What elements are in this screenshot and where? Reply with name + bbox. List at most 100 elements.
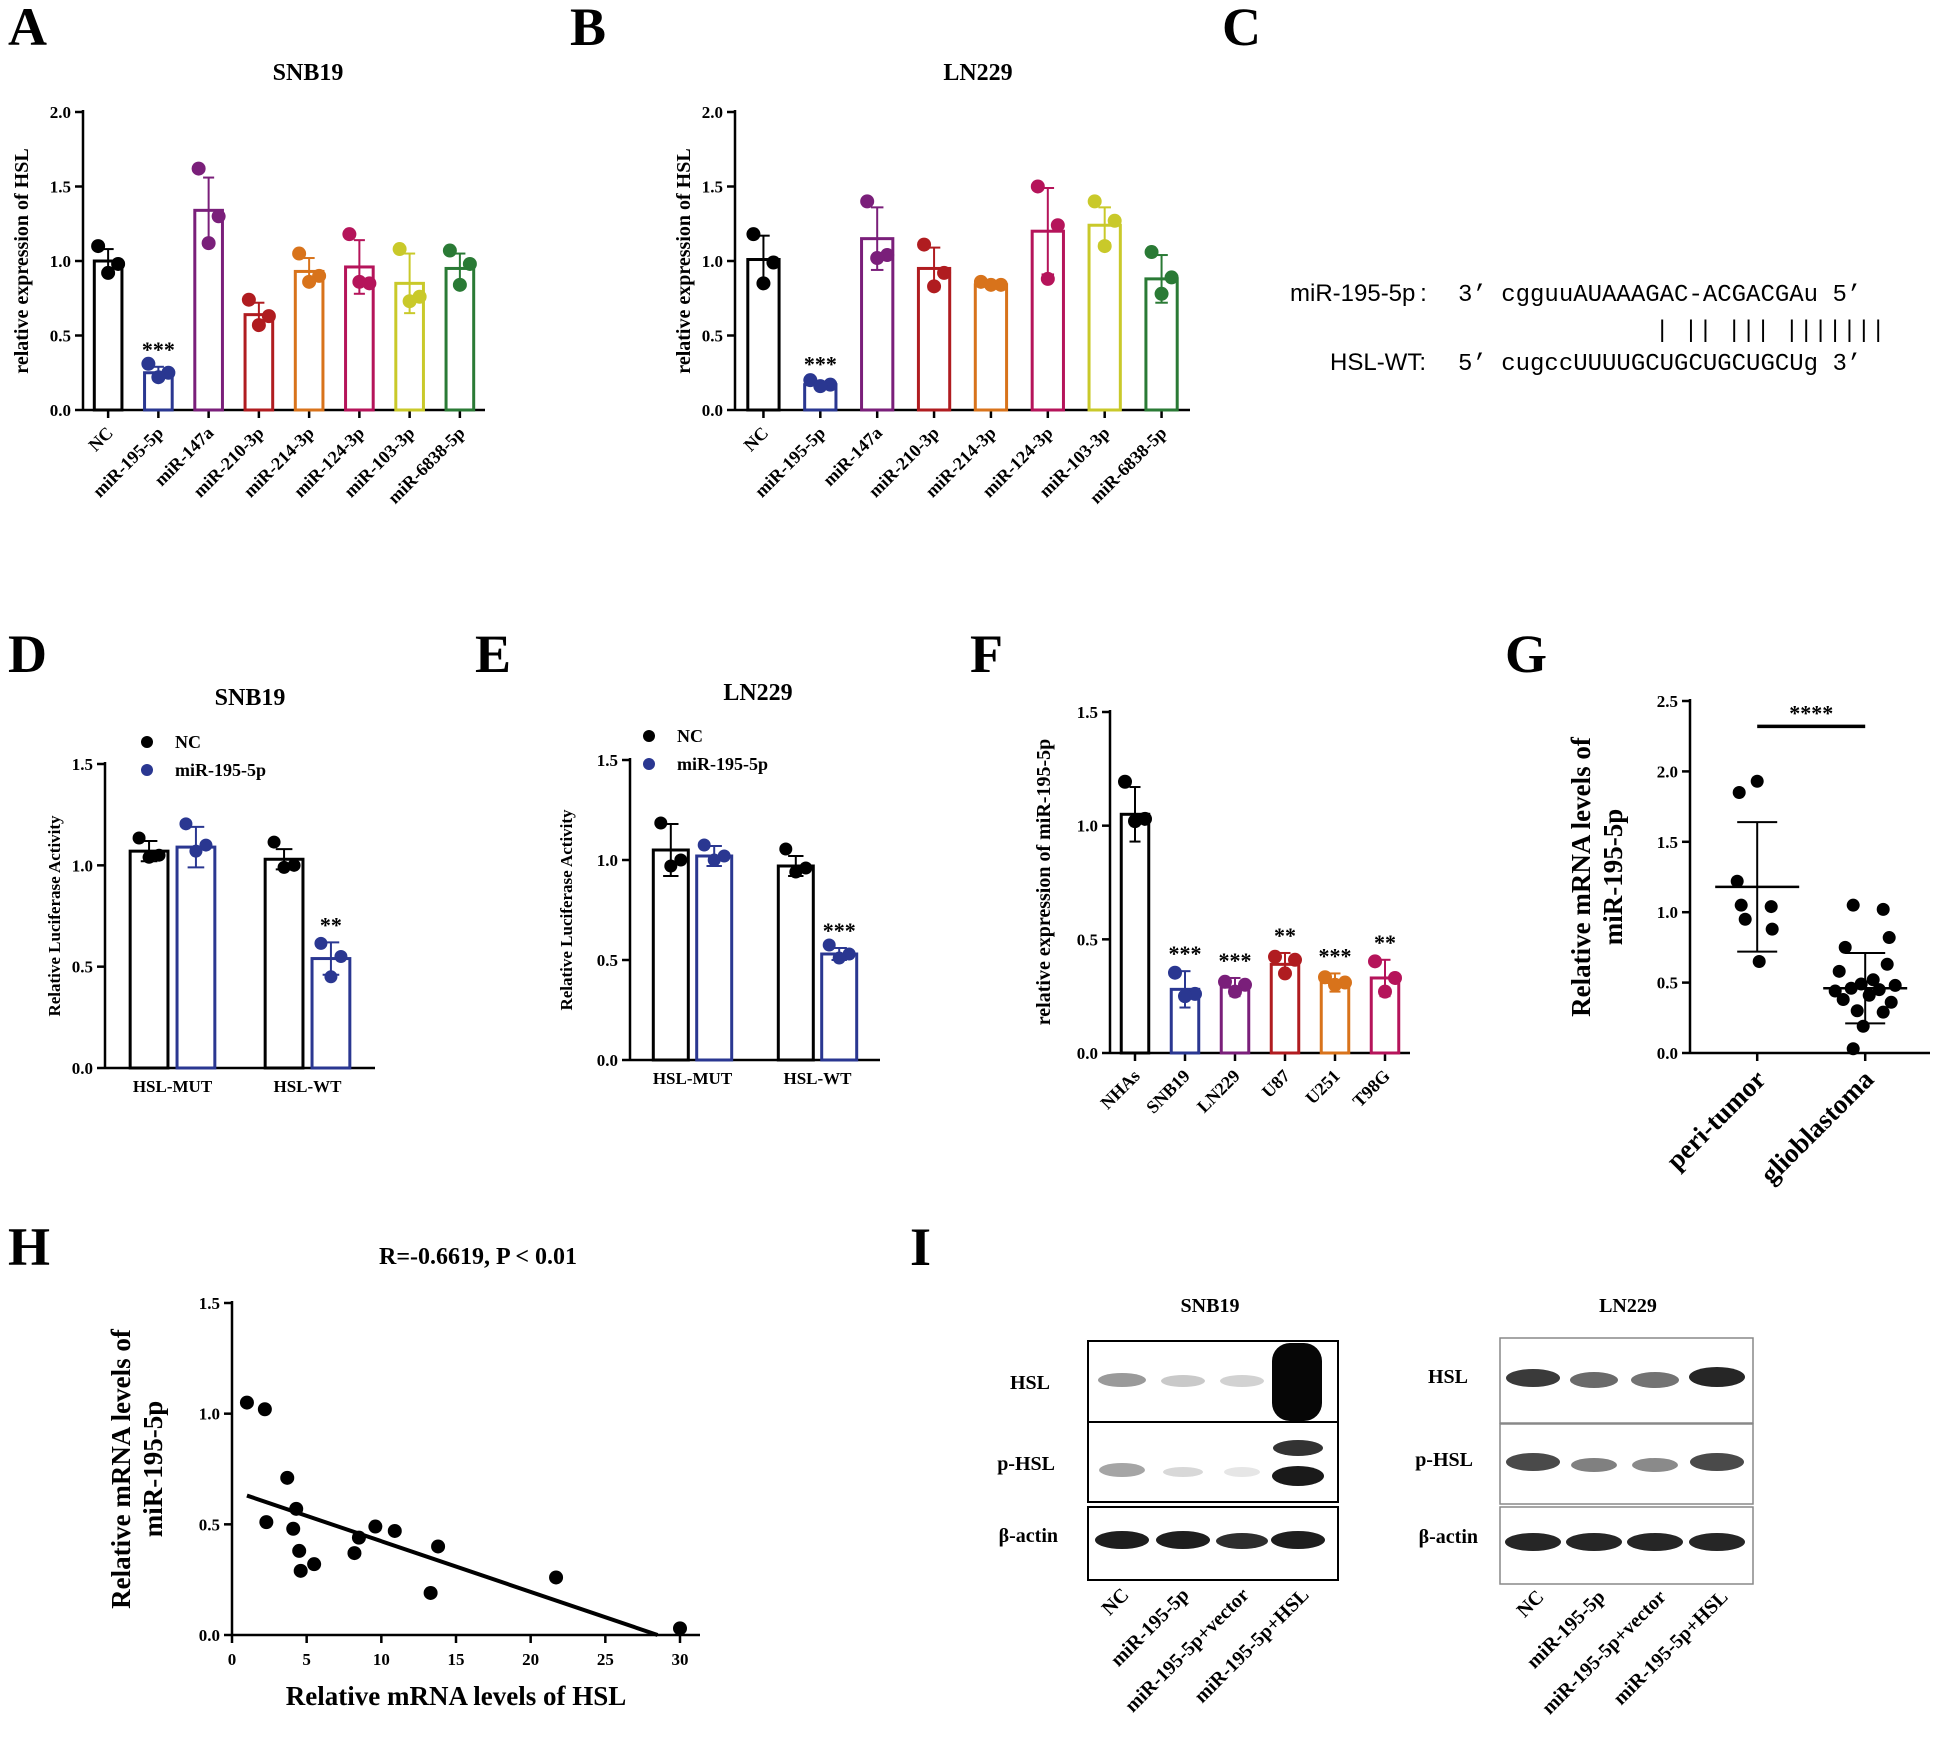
data-point [292, 246, 307, 261]
panel-b: B LN229 0.0 0.5 1.0 1.5 2.0 relative expression… [570, 0, 1190, 508]
panel-h: H R=-0.6619, P < 0.01 0.0 0.5 1.0 1.5 0 5 10 15 20… [8, 1217, 700, 1711]
blot-band [1505, 1533, 1561, 1551]
data-point [289, 1501, 304, 1516]
blot-band [1098, 1373, 1146, 1387]
data-point [1218, 974, 1232, 989]
panel-label: G [1505, 624, 1547, 684]
blot-band [1272, 1466, 1324, 1486]
blot-band [1272, 1343, 1322, 1421]
legend-label: NC [677, 726, 703, 746]
lane-label: NC [1513, 1586, 1549, 1622]
y-tick-label: 1.0 [702, 252, 723, 271]
y-tick-label: 1.0 [1657, 903, 1678, 922]
y-tick-label: 0.5 [199, 1515, 220, 1534]
bar [776, 864, 815, 1062]
blot-band [1163, 1467, 1203, 1477]
y-tick-label: 1.0 [50, 252, 71, 271]
x-tick-label: 5 [302, 1650, 311, 1669]
data-point [442, 243, 457, 258]
blot-snb19: SNB19 HSL p-HSL β-actin NC miR-195-5p mi… [997, 1295, 1339, 1717]
data-point [1846, 1042, 1860, 1056]
data-point [673, 1621, 687, 1636]
data-point [1876, 1005, 1890, 1019]
data-point [431, 1539, 446, 1554]
panel-label: D [8, 624, 47, 684]
data-point [189, 844, 203, 858]
data-point [822, 938, 836, 952]
data-point [1144, 245, 1159, 260]
x-axis-label: Relative mRNA levels of HSL [286, 1681, 626, 1711]
data-point [387, 1523, 402, 1538]
category-label: U251 [1301, 1066, 1343, 1108]
data-point [983, 277, 998, 292]
lane-label: NC [1098, 1584, 1134, 1620]
bar [651, 848, 690, 1062]
data-point [664, 859, 678, 873]
data-point [1164, 270, 1179, 285]
category-label: HSL-MUT [653, 1069, 733, 1088]
data-point [1378, 984, 1392, 999]
mir-sequence: 3’ cgguuAUAAAGAC-ACGACGAu 5’ [1458, 282, 1861, 309]
data-point [1888, 978, 1902, 992]
x-tick-label: 15 [448, 1650, 465, 1669]
data-point [392, 242, 407, 257]
data-point [1118, 774, 1132, 789]
data-point [1832, 964, 1846, 978]
panel-label: H [8, 1217, 50, 1277]
data-point [259, 1515, 274, 1530]
chart-title: LN229 [943, 60, 1012, 86]
category-label: U87 [1258, 1066, 1294, 1102]
legend-label: miR-195-5p [677, 754, 768, 774]
panel-g: G 0.0 0.5 1.0 1.5 2.0 2.5 Relative mRNA levels … [1505, 624, 1930, 1189]
bar [695, 854, 734, 1062]
data-point [1884, 995, 1898, 1009]
bar [973, 283, 1009, 412]
data-point [1750, 774, 1764, 788]
y-tick-label: 0.0 [72, 1059, 93, 1078]
legend-marker [643, 758, 655, 770]
data-point [1856, 1019, 1870, 1033]
pairing-lines: | || ||| ||||||| [1655, 318, 1885, 345]
significance-label: ** [320, 912, 342, 937]
data-point [832, 951, 846, 965]
data-point [257, 1402, 272, 1417]
significance-label: ** [1274, 923, 1296, 948]
x-tick-label: 30 [672, 1650, 689, 1669]
y-tick-label: 0.5 [702, 327, 723, 346]
legend-label: miR-195-5p [175, 760, 266, 780]
significance-label: *** [804, 352, 837, 377]
x-tick-label: 0 [228, 1650, 237, 1669]
significance-label: ** [1374, 930, 1396, 955]
category-label: SNB19 [1142, 1066, 1194, 1118]
bar [1319, 981, 1351, 1055]
panel-label: A [8, 0, 47, 57]
data-point [402, 294, 417, 309]
data-point [1178, 989, 1192, 1004]
data-point [1288, 952, 1302, 967]
y-tick-label: 0.5 [597, 951, 618, 970]
y-axis-label: Relative Luciferase Activity [557, 809, 576, 1011]
data-point [842, 947, 856, 961]
category-label: NC [740, 423, 773, 456]
regression-line [246, 1493, 659, 1637]
blot-band [1570, 1372, 1618, 1388]
chart-title: SNB19 [215, 685, 286, 711]
category-label: HSL-WT [783, 1069, 852, 1088]
data-point [1732, 786, 1746, 800]
blot-row-label: HSL [1010, 1372, 1050, 1394]
data-point [239, 1395, 254, 1410]
blot-band [1566, 1533, 1622, 1551]
y-tick-label: 0.5 [1077, 930, 1098, 949]
blot-band [1632, 1458, 1678, 1472]
data-point [351, 1530, 366, 1545]
data-point [756, 276, 771, 291]
y-tick-label: 1.5 [702, 178, 723, 197]
y-tick-label: 0.5 [50, 327, 71, 346]
data-point [334, 950, 348, 964]
hsl-wt-sequence: 5’ cugccUUUUGCUGCUGCUGCUg 3’ [1458, 351, 1861, 378]
y-tick-label: 1.0 [1077, 817, 1098, 836]
data-point [1318, 970, 1332, 985]
panel-label: F [970, 624, 1003, 684]
bar [92, 259, 124, 412]
